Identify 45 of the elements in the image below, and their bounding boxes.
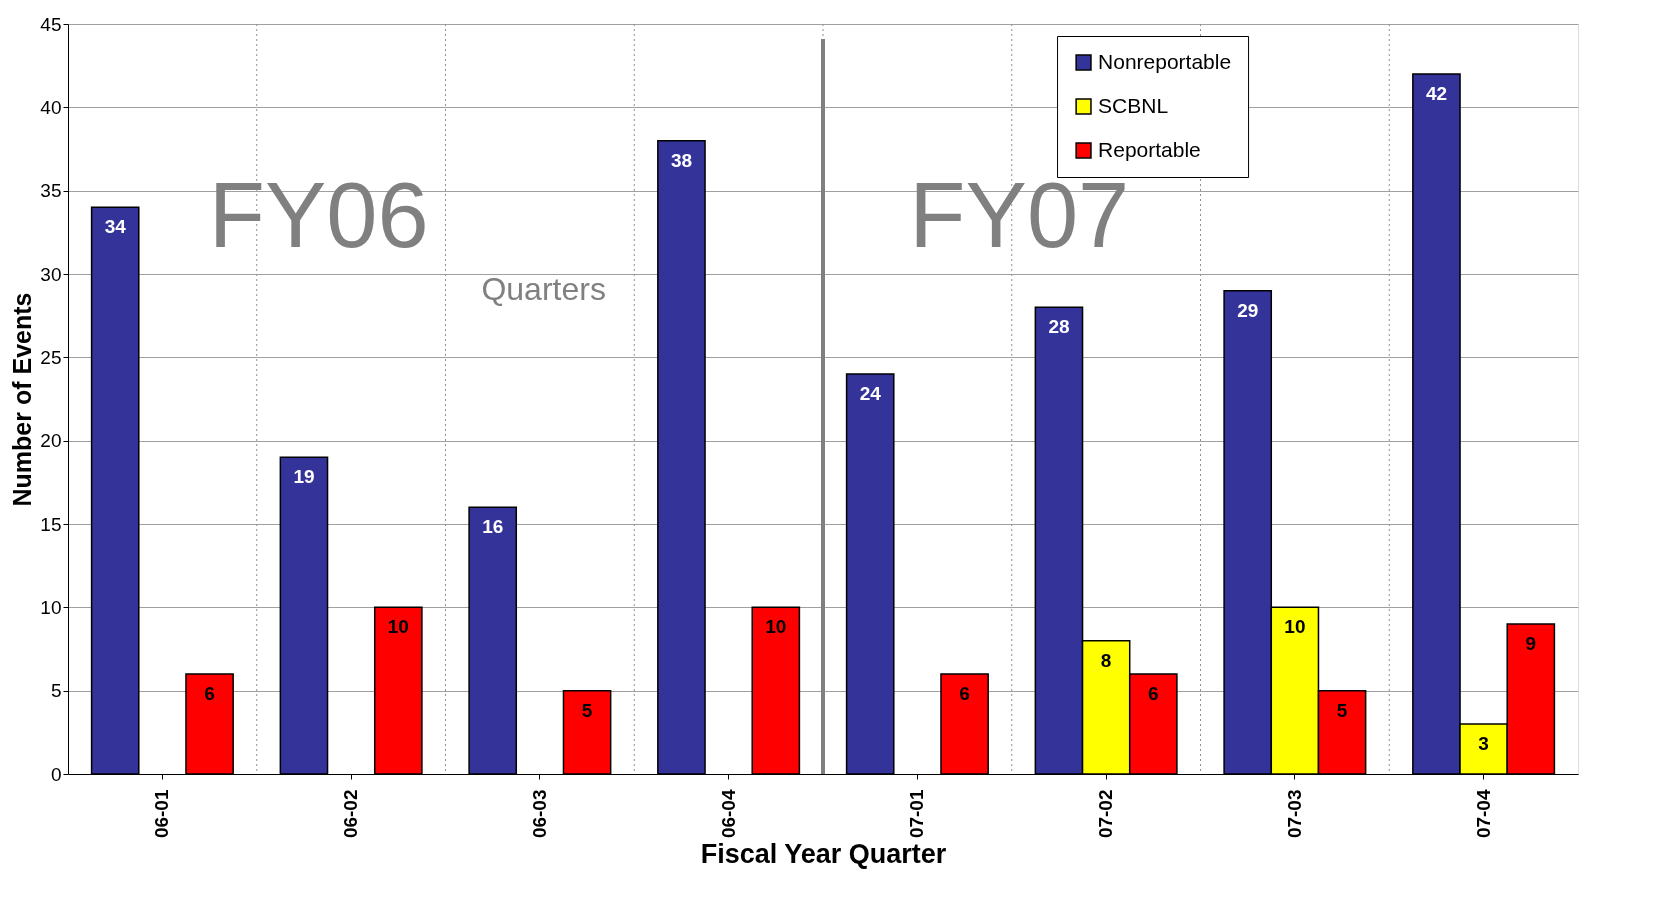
y-tick-label: 5: [50, 680, 62, 702]
data-label: 29: [1237, 299, 1259, 321]
data-label: 10: [765, 616, 787, 638]
annotation: FY06: [208, 164, 429, 266]
data-label: 5: [1336, 699, 1348, 721]
y-tick-label: 20: [40, 430, 62, 452]
x-tick-label: 07-01: [906, 789, 928, 839]
x-tick-label: 06-02: [340, 789, 362, 839]
y-tick-label: 10: [40, 596, 62, 618]
y-tick-label: 15: [40, 513, 62, 535]
data-label: 28: [1048, 316, 1070, 338]
data-label: 34: [104, 216, 127, 238]
legend-label: Reportable: [1098, 137, 1201, 161]
y-tick-label: 25: [40, 346, 62, 368]
legend-label: Nonreportable: [1098, 49, 1232, 73]
data-label: 19: [293, 466, 315, 488]
data-label: 8: [1100, 649, 1112, 671]
y-tick-label: 45: [40, 13, 62, 35]
data-label: 10: [387, 616, 409, 638]
data-label: 6: [204, 683, 215, 704]
data-label: 6: [1148, 683, 1159, 704]
data-label: 16: [482, 516, 504, 538]
annotation: FY07: [909, 164, 1130, 266]
data-label: 10: [1284, 616, 1306, 638]
x-tick-label: 07-04: [1472, 789, 1494, 839]
y-tick-label: 0: [50, 763, 62, 785]
data-label: 38: [670, 149, 693, 171]
annotation: Quarters: [481, 271, 606, 308]
data-label: 24: [859, 383, 882, 404]
x-tick-label: 07-03: [1283, 789, 1305, 839]
x-tick-label: 06-04: [717, 789, 739, 839]
data-label: 3: [1478, 733, 1489, 754]
y-tick-label: 35: [40, 180, 62, 202]
y-tick-label: 40: [40, 96, 62, 118]
data-label: 5: [581, 699, 593, 721]
x-tick-label: 06-01: [151, 789, 173, 839]
x-tick-label: 07-02: [1095, 789, 1117, 839]
y-tick-label: 30: [40, 263, 62, 285]
y-axis-title: Number of Events: [8, 292, 37, 507]
x-tick-label: 06-03: [528, 789, 550, 839]
data-label: 6: [959, 683, 970, 704]
data-label: 9: [1525, 633, 1537, 654]
legend-label: SCBNL: [1098, 93, 1169, 117]
x-axis-title: Fiscal Year Quarter: [700, 839, 947, 870]
data-label: 42: [1425, 83, 1448, 104]
